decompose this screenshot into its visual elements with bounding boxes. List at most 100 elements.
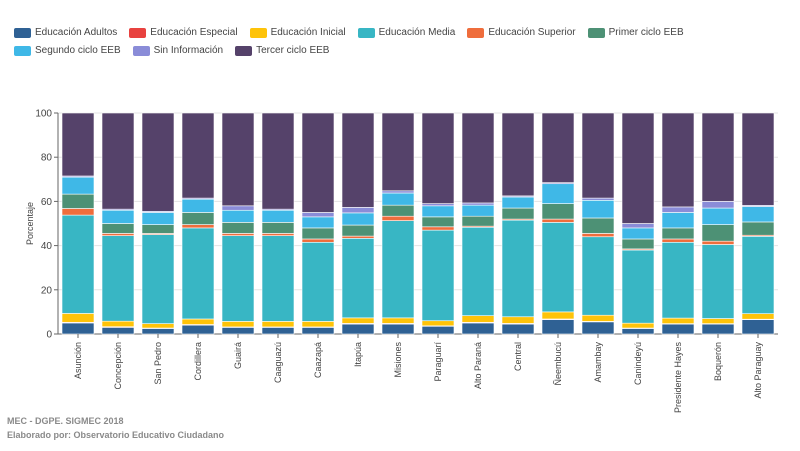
bar-segment[interactable]	[181, 224, 215, 229]
bar-segment[interactable]	[141, 224, 175, 234]
bar-segment[interactable]	[301, 216, 335, 229]
legend-item[interactable]: Educación Adultos	[14, 26, 117, 40]
bar-segment[interactable]	[461, 112, 495, 204]
bar-segment[interactable]	[701, 323, 735, 335]
bar-segment[interactable]	[101, 223, 135, 234]
bar-segment[interactable]	[621, 227, 655, 240]
bar-segment[interactable]	[581, 314, 615, 322]
bar-segment[interactable]	[421, 229, 455, 322]
bar-segment[interactable]	[61, 214, 95, 314]
bar-segment[interactable]	[221, 233, 255, 236]
bar-segment[interactable]	[741, 236, 775, 314]
bar-segment[interactable]	[261, 321, 295, 328]
bar-segment[interactable]	[501, 219, 535, 318]
bar-segment[interactable]	[421, 205, 455, 218]
bar-segment[interactable]	[661, 241, 695, 319]
bar-segment[interactable]	[701, 201, 735, 209]
bar-segment[interactable]	[301, 112, 335, 213]
bar-segment[interactable]	[221, 327, 255, 335]
bar-segment[interactable]	[101, 235, 135, 322]
bar-segment[interactable]	[501, 207, 535, 220]
bar-segment[interactable]	[621, 249, 655, 324]
bar-segment[interactable]	[101, 327, 135, 335]
bar-segment[interactable]	[701, 244, 735, 319]
bar-segment[interactable]	[741, 313, 775, 320]
bar-segment[interactable]	[381, 215, 415, 221]
bar-segment[interactable]	[301, 327, 335, 335]
bar-segment[interactable]	[701, 207, 735, 225]
bar-segment[interactable]	[701, 112, 735, 202]
bar-segment[interactable]	[381, 112, 415, 192]
legend-item[interactable]: Educación Inicial	[249, 26, 346, 40]
legend-item[interactable]: Educación Superior	[467, 26, 576, 40]
bar-segment[interactable]	[741, 221, 775, 236]
bar-segment[interactable]	[581, 197, 615, 201]
bar-segment[interactable]	[541, 112, 575, 183]
bar-segment[interactable]	[61, 208, 95, 216]
bar-segment[interactable]	[261, 222, 295, 234]
bar-segment[interactable]	[61, 176, 95, 195]
legend-item[interactable]: Educación Especial	[129, 26, 238, 40]
bar-segment[interactable]	[181, 318, 215, 325]
bar-segment[interactable]	[221, 222, 255, 234]
bar-segment[interactable]	[181, 324, 215, 335]
bar-segment[interactable]	[541, 218, 575, 223]
bar-segment[interactable]	[421, 203, 455, 207]
bar-segment[interactable]	[661, 323, 695, 335]
bar-segment[interactable]	[301, 227, 335, 240]
bar-segment[interactable]	[141, 112, 175, 212]
bar-segment[interactable]	[261, 209, 295, 223]
bar-segment[interactable]	[701, 224, 735, 242]
bar-segment[interactable]	[581, 217, 615, 234]
bar-segment[interactable]	[221, 321, 255, 328]
bar-segment[interactable]	[261, 233, 295, 236]
bar-segment[interactable]	[341, 212, 375, 226]
bar-segment[interactable]	[141, 212, 175, 225]
legend-item[interactable]: Educación Media	[357, 26, 455, 40]
bar-segment[interactable]	[501, 323, 535, 335]
bar-segment[interactable]	[101, 320, 135, 328]
bar-segment[interactable]	[341, 238, 375, 319]
legend-item[interactable]: Segundo ciclo EEB	[14, 44, 121, 58]
bar-segment[interactable]	[701, 240, 735, 245]
bar-segment[interactable]	[341, 112, 375, 208]
bar-segment[interactable]	[341, 235, 375, 239]
bar-segment[interactable]	[661, 112, 695, 208]
bar-segment[interactable]	[661, 238, 695, 243]
bar-segment[interactable]	[581, 112, 615, 199]
bar-segment[interactable]	[421, 320, 455, 327]
bar-segment[interactable]	[581, 233, 615, 238]
bar-segment[interactable]	[141, 328, 175, 335]
bar-segment[interactable]	[341, 207, 375, 214]
bar-segment[interactable]	[581, 236, 615, 316]
bar-segment[interactable]	[221, 205, 255, 211]
bar-segment[interactable]	[461, 315, 495, 323]
bar-segment[interactable]	[461, 322, 495, 335]
bar-segment[interactable]	[61, 322, 95, 335]
bar-segment[interactable]	[461, 204, 495, 217]
bar-segment[interactable]	[621, 112, 655, 224]
bar-segment[interactable]	[341, 317, 375, 324]
bar-segment[interactable]	[181, 227, 215, 320]
bar-segment[interactable]	[181, 212, 215, 225]
bar-segment[interactable]	[461, 226, 495, 316]
bar-segment[interactable]	[661, 206, 695, 213]
bar-segment[interactable]	[741, 206, 775, 223]
legend-item[interactable]: Sin Información	[132, 44, 223, 58]
bar-segment[interactable]	[581, 199, 615, 219]
bar-segment[interactable]	[421, 325, 455, 335]
bar-segment[interactable]	[341, 224, 375, 237]
bar-segment[interactable]	[141, 323, 175, 329]
bar-segment[interactable]	[301, 238, 335, 243]
bar-segment[interactable]	[661, 317, 695, 324]
bar-segment[interactable]	[381, 317, 415, 324]
bar-segment[interactable]	[541, 319, 575, 335]
bar-segment[interactable]	[421, 112, 455, 204]
bar-segment[interactable]	[341, 323, 375, 335]
bar-segment[interactable]	[741, 319, 775, 335]
bar-segment[interactable]	[621, 238, 655, 250]
bar-segment[interactable]	[421, 226, 455, 231]
bar-segment[interactable]	[461, 215, 495, 227]
bar-segment[interactable]	[701, 318, 735, 324]
bar-segment[interactable]	[381, 220, 415, 319]
